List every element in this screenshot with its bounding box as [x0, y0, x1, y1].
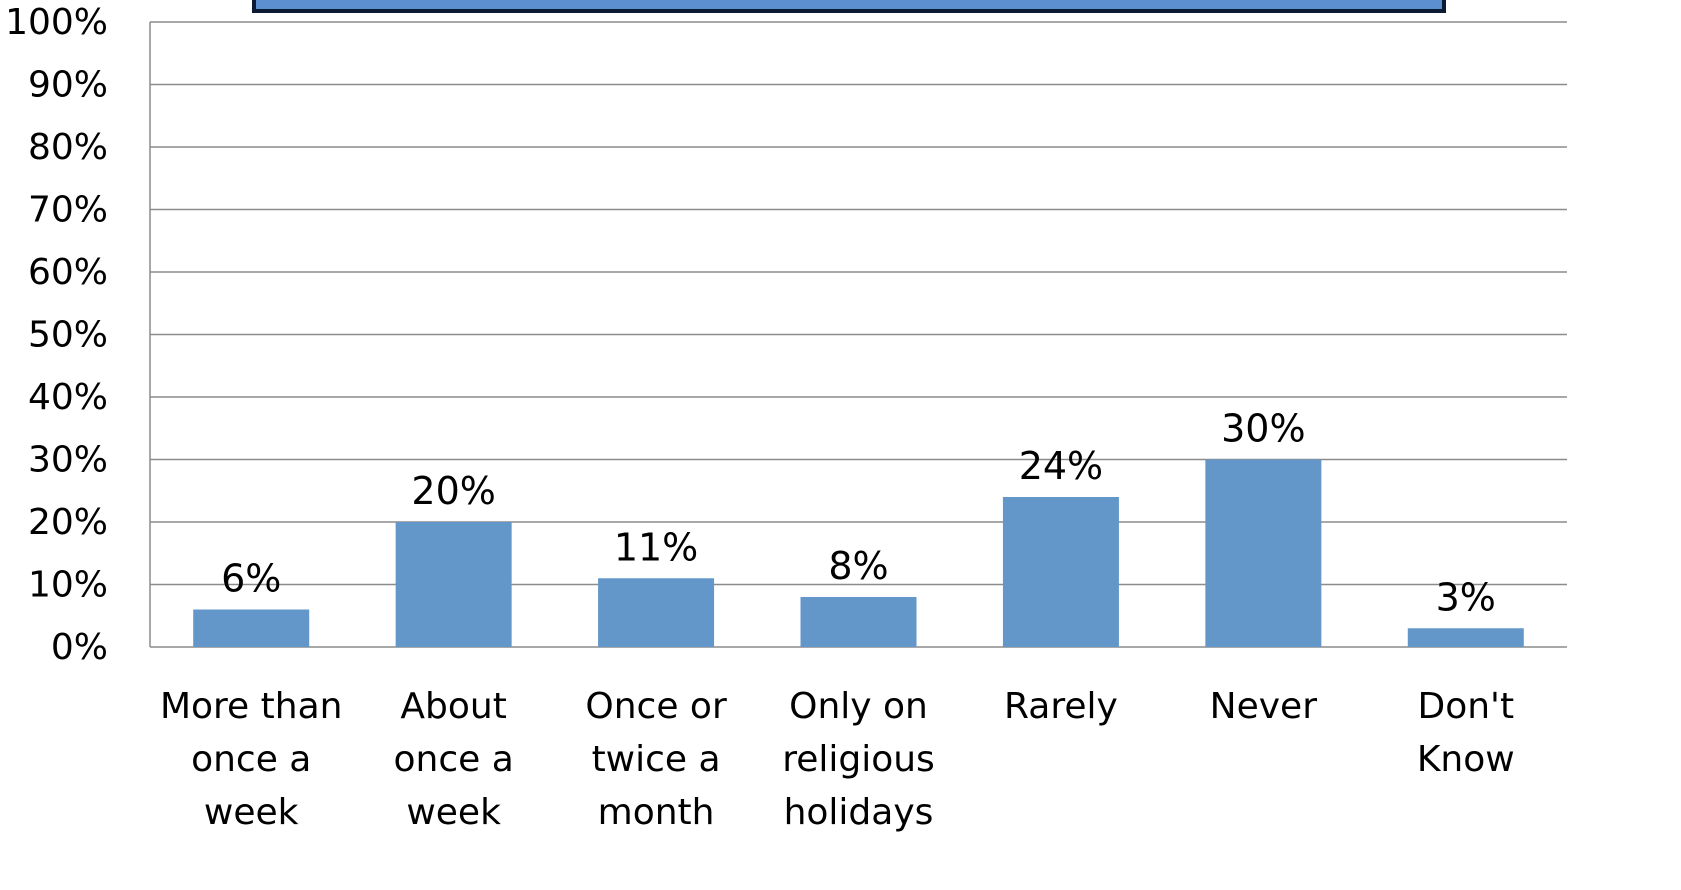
- y-axis-ticks: 0% 10% 20% 30% 40% 50% 60% 70% 80% 90% 100%: [5, 2, 108, 668]
- bar-data-label: 20%: [411, 469, 495, 513]
- bar-data-label: 30%: [1221, 407, 1305, 451]
- y-tick-label: 40%: [28, 377, 108, 418]
- x-category-label: Once or twice a month: [585, 686, 727, 833]
- category-labels: More than once a week About once a week Once o…: [160, 686, 1515, 833]
- y-tick-label: 20%: [28, 502, 108, 543]
- y-tick-label: 0%: [51, 627, 108, 668]
- bar: [1002, 497, 1119, 647]
- x-category-label: Only on religious holidays: [782, 686, 935, 833]
- data-labels: 6% 20% 11% 8% 24% 30% 3%: [221, 407, 1496, 620]
- bar: [800, 597, 917, 647]
- y-tick-label: 100%: [5, 2, 108, 43]
- chart-header-box: [252, 0, 1446, 13]
- y-tick-label: 60%: [28, 252, 108, 293]
- bar-data-label: 11%: [614, 525, 698, 569]
- bar: [1407, 628, 1524, 647]
- y-tick-label: 80%: [28, 127, 108, 168]
- y-tick-label: 70%: [28, 190, 108, 231]
- y-tick-label: 30%: [28, 440, 108, 481]
- y-tick-label: 90%: [28, 65, 108, 106]
- x-category-label: About once a week: [393, 686, 513, 833]
- bar-data-label: 24%: [1019, 444, 1103, 488]
- bar-data-label: 8%: [828, 544, 888, 588]
- bar: [1205, 459, 1322, 647]
- x-category-label: Rarely: [1004, 686, 1118, 727]
- x-category-label: Never: [1210, 686, 1318, 727]
- bar-data-label: 3%: [1436, 575, 1496, 619]
- bar: [193, 609, 310, 647]
- y-tick-label: 50%: [28, 315, 108, 356]
- bar-data-label: 6%: [221, 557, 281, 601]
- gridlines: [150, 21, 1567, 648]
- bar: [598, 578, 715, 647]
- x-category-label: Don't Know: [1417, 686, 1515, 780]
- bars: [193, 459, 1524, 647]
- x-category-label: More than once a week: [160, 686, 343, 833]
- bar: [395, 522, 512, 647]
- y-tick-label: 10%: [28, 565, 108, 606]
